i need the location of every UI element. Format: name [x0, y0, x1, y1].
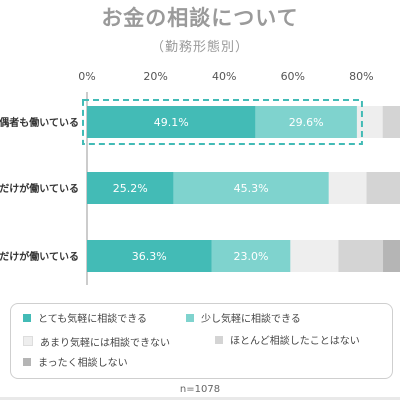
- bar-segment: [328, 172, 367, 204]
- legend-swatch: [23, 358, 31, 366]
- category-label: …だけが働いている: [0, 250, 79, 263]
- category-label: …だけが働いている: [0, 182, 79, 195]
- chart-subtitle: （勤務形態別）: [150, 40, 249, 55]
- bar-segment: [87, 240, 212, 272]
- x-tick-label: 40%: [212, 70, 236, 83]
- legend-item: あまり気軽には相談できない: [23, 336, 170, 350]
- legend-swatch: [23, 336, 33, 346]
- legend-item: まったく相談しない: [23, 358, 128, 370]
- legend-label: まったく相談しない: [38, 358, 128, 369]
- bar-segment: [173, 172, 329, 204]
- bar-segment: [211, 240, 291, 272]
- data-label: 25.2%: [113, 182, 148, 195]
- x-tick-label: 20%: [143, 70, 167, 83]
- bar-segment: [255, 106, 357, 138]
- data-label: 45.3%: [234, 182, 269, 195]
- bar-segment: [382, 106, 400, 138]
- data-label: 36.3%: [132, 250, 167, 263]
- data-label: 23.0%: [233, 250, 268, 263]
- category-label: …偶者も働いている: [0, 116, 79, 129]
- legend-item: 少し気軽に相談できる: [186, 314, 301, 326]
- bar-segment: [338, 240, 384, 272]
- x-tick-label: 80%: [349, 70, 373, 83]
- legend-swatch: [215, 336, 223, 344]
- bar-segment: [87, 106, 256, 138]
- legend-label: 少し気軽に相談できる: [201, 314, 301, 325]
- chart-title: お金の相談について: [101, 6, 299, 30]
- x-tick-label: 0%: [78, 70, 95, 83]
- bar-segment: [383, 240, 400, 272]
- legend-swatch: [23, 314, 31, 322]
- legend-swatch: [186, 314, 194, 322]
- bar-segment: [290, 240, 339, 272]
- bar-segment: [366, 172, 400, 204]
- data-label: 29.6%: [289, 116, 324, 129]
- sample-size-note: n=1078: [179, 384, 221, 395]
- highlight-frame: [82, 99, 363, 145]
- legend-item: ほとんど相談したことはない: [215, 336, 360, 348]
- legend-item: とても気軽に相談できる: [23, 314, 147, 326]
- stacked-bar-chart: 0%20%40%60%80%100%49.1%29.6%…偶者も働いている25.…: [0, 70, 400, 285]
- bottom-divider: [0, 397, 400, 400]
- legend-label: ほとんど相談したことはない: [230, 336, 360, 347]
- bar-segment: [87, 172, 174, 204]
- data-label: 49.1%: [154, 116, 189, 129]
- x-tick-label: 60%: [281, 70, 305, 83]
- bar-segment: [356, 106, 383, 138]
- legend-label: あまり気軽には相談できない: [40, 338, 170, 349]
- legend-label: とても気軽に相談できる: [38, 314, 147, 325]
- legend: とても気軽に相談できる 少し気軽に相談できる あまり気軽には相談できない ほとん…: [10, 303, 393, 379]
